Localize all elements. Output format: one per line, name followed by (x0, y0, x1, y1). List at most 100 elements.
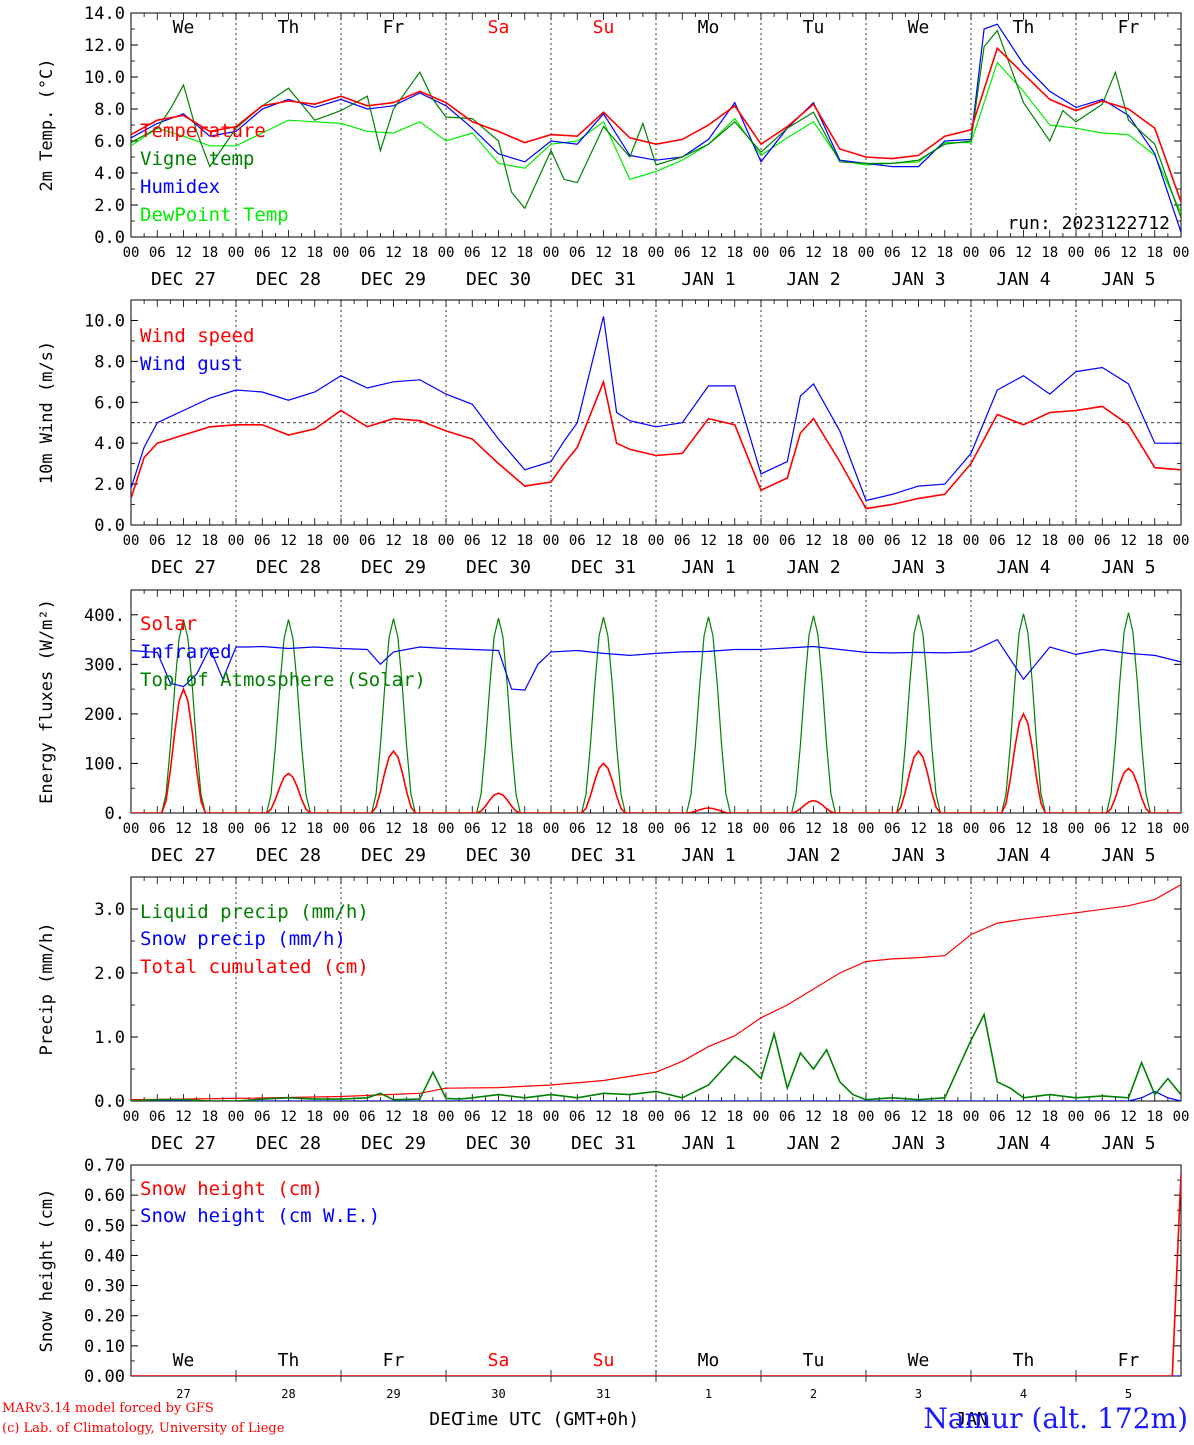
y-tick-label: 2.0 (94, 196, 125, 216)
y-tick-label: 10.0 (84, 311, 125, 331)
hour-tick-label: 06 (464, 1109, 481, 1125)
legend-entry: Wind speed (140, 325, 254, 347)
hour-tick-label: 00 (858, 533, 875, 549)
y-tick-label: 0.70 (84, 1156, 125, 1176)
y-tick-label: 0.0 (94, 1092, 125, 1112)
day-number-label: 5 (1125, 1387, 1132, 1401)
weekday-label: Mo (698, 1350, 720, 1371)
run-label: run: 2023122712 (1007, 213, 1170, 234)
hour-tick-label: 12 (280, 245, 297, 261)
hour-tick-label: 06 (1094, 1109, 1111, 1125)
legend-entry: Wind gust (140, 353, 243, 375)
y-tick-label: 0.00 (84, 1367, 125, 1387)
hour-tick-label: 18 (726, 245, 743, 261)
weekday-label: We (173, 17, 195, 38)
hour-tick-label: 00 (123, 1109, 140, 1125)
y-tick-label: 14.0 (84, 4, 125, 24)
hour-tick-label: 00 (963, 821, 980, 837)
hour-tick-label: 18 (306, 821, 323, 837)
hour-tick-label: 06 (149, 1109, 166, 1125)
hour-tick-label: 12 (490, 533, 507, 549)
hour-tick-label: 00 (1173, 533, 1190, 549)
hour-tick-label: 00 (648, 1109, 665, 1125)
y-tick-label: 12.0 (84, 36, 125, 56)
series-line-snow-precip-mm-h (131, 1090, 1181, 1101)
hour-tick-label: 00 (438, 245, 455, 261)
date-label: JAN 3 (891, 269, 945, 290)
hour-tick-label: 18 (1041, 533, 1058, 549)
hour-tick-label: 18 (936, 245, 953, 261)
hour-tick-label: 00 (753, 533, 770, 549)
date-label: DEC 28 (256, 845, 321, 866)
panel-4: 0.0 1.0 2.0 3.0 Precip (mm/h) Liquid precip (… (37, 876, 1189, 1154)
hour-tick-label: 12 (490, 1109, 507, 1125)
hour-tick-label: 18 (621, 821, 638, 837)
panel-5: 0.00 0.10 0.20 0.30 0.40 0.50 0.60 0.70 Snow hei… (37, 1156, 1182, 1430)
month-label-jan: JAN (955, 1409, 988, 1430)
series-line-wind-speed (131, 379, 1181, 510)
legend-entry: Solar (140, 613, 197, 635)
legend-entry: Liquid precip (mm/h) (140, 901, 369, 923)
hour-tick-label: 06 (254, 245, 271, 261)
weekday-label: We (908, 17, 930, 38)
date-label: JAN 5 (1101, 1133, 1155, 1154)
day-number-label: 2 (810, 1387, 817, 1401)
weekday-label: Th (278, 1350, 300, 1371)
legend-entry: Top of Atmosphere (Solar) (140, 669, 426, 691)
hour-tick-label: 12 (910, 821, 927, 837)
y-tick-label: 3.0 (94, 900, 125, 920)
date-label: DEC 29 (361, 557, 426, 578)
hour-tick-label: 18 (306, 245, 323, 261)
date-label: JAN 5 (1101, 845, 1155, 866)
hour-tick-label: 18 (726, 1109, 743, 1125)
date-label: JAN 2 (786, 557, 840, 578)
hour-tick-label: 06 (359, 533, 376, 549)
date-label: DEC 27 (151, 845, 216, 866)
y-tick-label: 0.0 (94, 228, 125, 248)
hour-tick-label: 00 (228, 245, 245, 261)
hour-tick-label: 12 (280, 533, 297, 549)
y-tick-label: 8.0 (94, 100, 125, 120)
date-label: DEC 27 (151, 557, 216, 578)
hour-tick-label: 12 (805, 533, 822, 549)
hour-tick-label: 06 (464, 245, 481, 261)
y-tick-label: 400. (84, 606, 125, 626)
date-label: DEC 29 (361, 845, 426, 866)
hour-tick-label: 06 (359, 821, 376, 837)
hour-tick-label: 06 (884, 533, 901, 549)
month-label-dec: DEC (429, 1409, 462, 1430)
hour-tick-label: 12 (175, 533, 192, 549)
date-label: DEC 28 (256, 1133, 321, 1154)
y-tick-label: 2.0 (94, 964, 125, 984)
y-tick-label: 1.0 (94, 1028, 125, 1048)
hour-tick-label: 18 (726, 533, 743, 549)
weekday-label: Su (593, 17, 615, 38)
hour-tick-label: 00 (123, 245, 140, 261)
date-label: JAN 2 (786, 845, 840, 866)
hour-tick-label: 18 (201, 533, 218, 549)
legend-entry: Vigne temp (140, 148, 254, 170)
hour-tick-label: 12 (385, 245, 402, 261)
hour-tick-label: 00 (753, 245, 770, 261)
hour-tick-label: 18 (516, 821, 533, 837)
hour-tick-label: 18 (516, 533, 533, 549)
hour-tick-label: 00 (1068, 245, 1085, 261)
weekday-label: Sa (488, 1350, 510, 1371)
y-axis-label: Precip (mm/h) (37, 922, 57, 1055)
hour-tick-label: 18 (831, 1109, 848, 1125)
hour-tick-label: 18 (831, 821, 848, 837)
hour-tick-label: 06 (254, 821, 271, 837)
day-number-label: 1 (705, 1387, 712, 1401)
hour-tick-label: 12 (700, 1109, 717, 1125)
hour-tick-label: 00 (858, 245, 875, 261)
hour-tick-label: 18 (411, 821, 428, 837)
hour-tick-label: 12 (1120, 1109, 1137, 1125)
date-label: JAN 5 (1101, 269, 1155, 290)
y-tick-label: 0.20 (84, 1307, 125, 1327)
hour-tick-label: 00 (963, 1109, 980, 1125)
day-number-label: 28 (281, 1387, 295, 1401)
hour-tick-label: 12 (595, 245, 612, 261)
legend-entry: Snow precip (mm/h) (140, 928, 346, 950)
y-tick-label: 100. (84, 754, 125, 774)
